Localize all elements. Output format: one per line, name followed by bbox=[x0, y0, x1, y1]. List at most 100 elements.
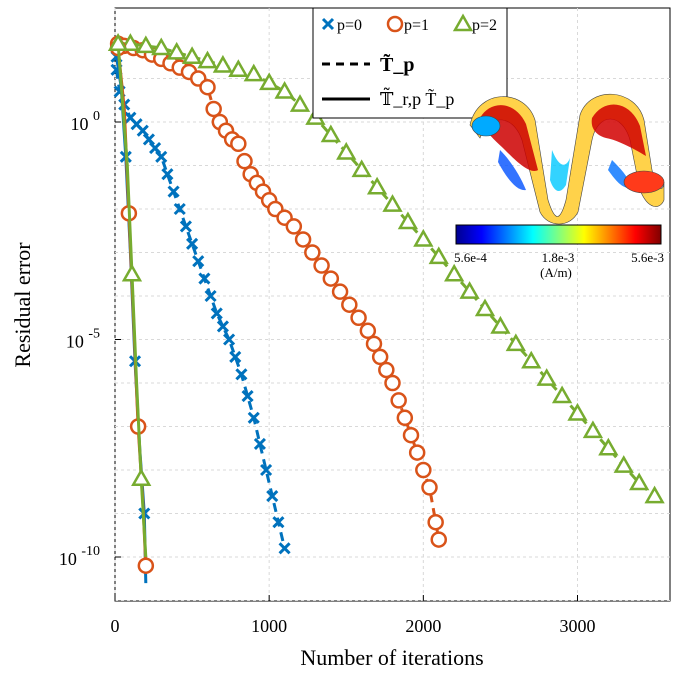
x-marker bbox=[216, 320, 229, 333]
x-marker bbox=[161, 168, 174, 181]
x-marker bbox=[173, 202, 186, 216]
triangle-marker bbox=[243, 63, 264, 82]
x-tick-label: 3000 bbox=[560, 616, 596, 636]
triangle-marker bbox=[166, 41, 187, 60]
circle-marker bbox=[294, 231, 312, 248]
x-tick-label: 2000 bbox=[405, 616, 441, 636]
x-marker bbox=[278, 542, 291, 555]
series-p=1-dashed bbox=[109, 35, 447, 548]
triangle-marker bbox=[644, 485, 665, 504]
triangle-marker bbox=[567, 402, 588, 421]
circle-marker bbox=[341, 296, 358, 313]
triangle-marker bbox=[629, 472, 650, 491]
x-marker bbox=[253, 437, 266, 450]
circle-marker bbox=[285, 218, 303, 235]
triangle-marker bbox=[490, 315, 511, 334]
x-marker bbox=[266, 490, 279, 503]
triangle-marker bbox=[452, 13, 474, 32]
circle-marker bbox=[304, 244, 321, 261]
triangle-marker bbox=[459, 281, 480, 299]
x-marker bbox=[241, 389, 254, 403]
x-marker bbox=[167, 185, 180, 198]
coil-end-cap bbox=[623, 170, 665, 194]
triangle-marker bbox=[428, 246, 449, 265]
x-marker bbox=[229, 350, 242, 363]
circle-marker bbox=[396, 409, 414, 427]
circle-marker bbox=[427, 513, 444, 531]
x-marker bbox=[260, 463, 273, 477]
triangle-marker bbox=[151, 37, 172, 56]
circle-marker bbox=[402, 426, 420, 444]
legend-label-solid: 𝕋̃_r,p T̃_p bbox=[380, 87, 454, 109]
colorbar-mid-label: 1.8e-3 bbox=[542, 250, 575, 265]
x-marker bbox=[136, 124, 149, 137]
x-marker bbox=[210, 307, 223, 320]
legend-label-p=2: p=2 bbox=[472, 17, 497, 34]
triangle-marker bbox=[613, 455, 634, 473]
triangle-marker bbox=[274, 81, 295, 99]
circle-marker bbox=[415, 461, 432, 479]
circle-marker bbox=[236, 152, 253, 170]
triangle-marker bbox=[521, 350, 542, 369]
circle-marker bbox=[390, 392, 407, 409]
x-marker bbox=[204, 289, 217, 303]
y-axis-label: Residual error bbox=[10, 242, 35, 368]
x-marker bbox=[198, 272, 211, 285]
circle-marker bbox=[371, 348, 389, 366]
triangle-marker bbox=[131, 468, 152, 486]
inset-figure: 5.6e-4 1.8e-3 5.6e-3 (A/m) bbox=[454, 93, 665, 280]
triangle-marker bbox=[351, 159, 372, 178]
legend: p=0 p=1 p=2 T̃_p 𝕋̃_r,p T̃_p bbox=[312, 7, 508, 119]
circle-marker bbox=[359, 322, 377, 340]
triangle-marker bbox=[474, 298, 496, 317]
triangle-marker bbox=[366, 176, 388, 195]
legend-label-dashed: T̃_p bbox=[380, 53, 414, 76]
circle-marker bbox=[430, 531, 447, 548]
coil-shape bbox=[469, 93, 665, 225]
circle-marker bbox=[421, 479, 438, 496]
triangle-marker bbox=[181, 46, 203, 64]
series-p=2-solid bbox=[107, 33, 152, 558]
axes: Number of iterations Residual error 0 100… bbox=[10, 109, 596, 670]
coil-cold-region bbox=[498, 150, 526, 191]
x-axis-label: Number of iterations bbox=[300, 645, 483, 670]
y-tick-label: 10 -10 bbox=[59, 544, 100, 569]
circle-marker bbox=[331, 283, 349, 300]
coil-end-cap bbox=[471, 115, 501, 137]
triangle-marker bbox=[259, 72, 280, 91]
triangle-marker bbox=[120, 33, 141, 51]
series-line bbox=[116, 43, 148, 558]
triangle-marker bbox=[536, 368, 557, 386]
triangle-marker bbox=[197, 50, 218, 69]
triangle-marker bbox=[320, 124, 341, 143]
x-marker bbox=[186, 237, 199, 250]
triangle-marker bbox=[382, 194, 403, 212]
triangle-marker bbox=[289, 94, 311, 112]
circle-marker bbox=[350, 309, 367, 326]
triangle-marker bbox=[336, 141, 357, 160]
x-marker bbox=[321, 17, 335, 31]
colorbar-unit-label: (A/m) bbox=[540, 265, 572, 280]
circle-marker bbox=[137, 557, 155, 574]
triangle-marker bbox=[228, 59, 249, 78]
series-layer bbox=[107, 33, 665, 584]
colorbar-min-label: 5.6e-4 bbox=[454, 250, 487, 265]
x-marker bbox=[179, 220, 192, 233]
circle-marker bbox=[365, 335, 383, 353]
legend-label-p=1: p=1 bbox=[404, 17, 429, 34]
colorbar-max-label: 5.6e-3 bbox=[631, 250, 664, 265]
colorbar bbox=[455, 224, 662, 245]
legend-label-p=0: p=0 bbox=[337, 17, 362, 34]
x-marker bbox=[155, 150, 168, 163]
triangle-marker bbox=[551, 385, 573, 404]
circle-marker bbox=[408, 444, 426, 461]
triangle-marker bbox=[107, 33, 129, 51]
triangle-marker bbox=[121, 263, 143, 282]
circle-marker bbox=[386, 15, 404, 33]
triangle-marker bbox=[413, 228, 434, 247]
y-tick-label: 10 0 bbox=[71, 109, 101, 134]
circle-marker bbox=[322, 270, 340, 287]
circle-marker bbox=[205, 100, 222, 118]
triangle-marker bbox=[135, 35, 156, 54]
